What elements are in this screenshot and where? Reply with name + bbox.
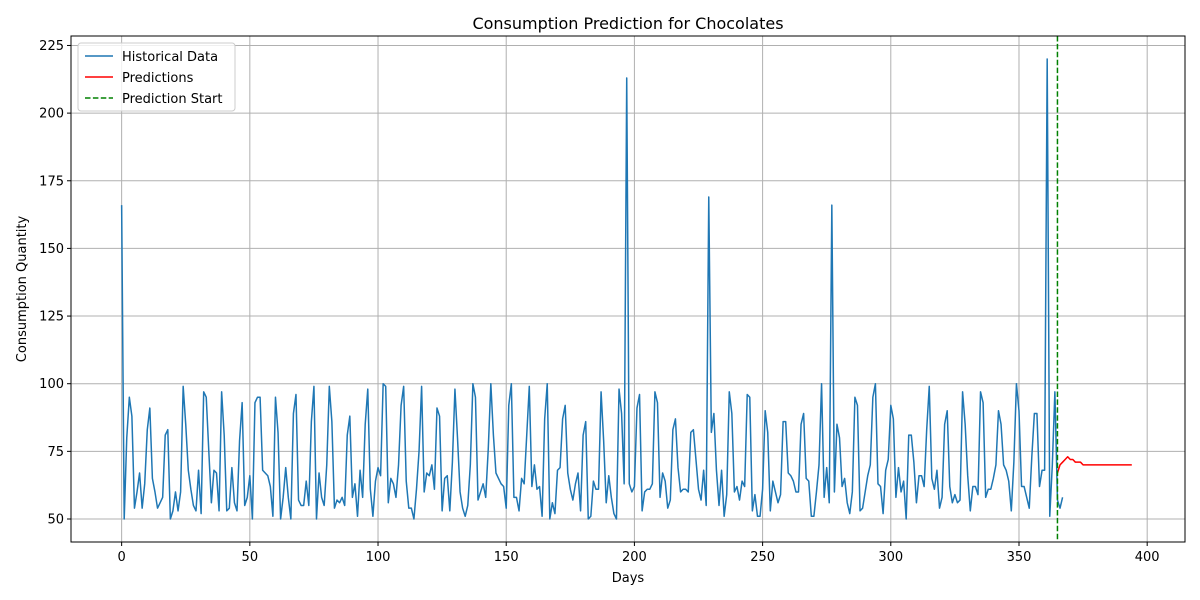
legend-box — [77, 42, 236, 112]
x-tick-label: 300 — [878, 550, 903, 565]
x-tick-label: 150 — [494, 550, 519, 565]
chart-title: Consumption Prediction for Chocolates — [472, 14, 783, 33]
legend-label-prediction-start: Prediction Start — [122, 92, 222, 107]
legend-label-historical: Historical Data — [122, 50, 218, 65]
axes-frame — [70, 35, 1186, 543]
x-tick-label: 100 — [366, 550, 391, 565]
y-tick-label: 200 — [39, 107, 64, 122]
legend-label-predictions: Predictions — [122, 71, 194, 86]
x-tick-label: 0 — [117, 550, 125, 565]
y-tick-label: 75 — [47, 445, 64, 460]
legend: Historical Data Predictions Prediction S… — [77, 42, 236, 112]
y-axis-label: Consumption Quantity — [15, 215, 30, 362]
x-tick-label: 250 — [750, 550, 775, 565]
x-tick-label: 200 — [622, 550, 647, 565]
y-tick-label: 175 — [39, 174, 64, 189]
y-tick-label: 100 — [39, 377, 64, 392]
x-tick-label: 350 — [1007, 550, 1032, 565]
plot-area — [120, 36, 1132, 542]
predictions-line — [1056, 456, 1132, 474]
ticks: 0 50 100 150 200 250 300 350 400 50 75 100 125 150 175… — [39, 39, 1159, 565]
y-tick-label: 150 — [39, 242, 64, 257]
x-tick-label: 50 — [242, 550, 259, 565]
y-tick-label: 50 — [47, 513, 64, 528]
historical-data-line — [120, 58, 1064, 520]
x-axis-label: Days — [612, 571, 645, 586]
y-tick-label: 225 — [39, 39, 64, 54]
y-tick-label: 125 — [39, 310, 64, 325]
x-tick-label: 400 — [1135, 550, 1160, 565]
